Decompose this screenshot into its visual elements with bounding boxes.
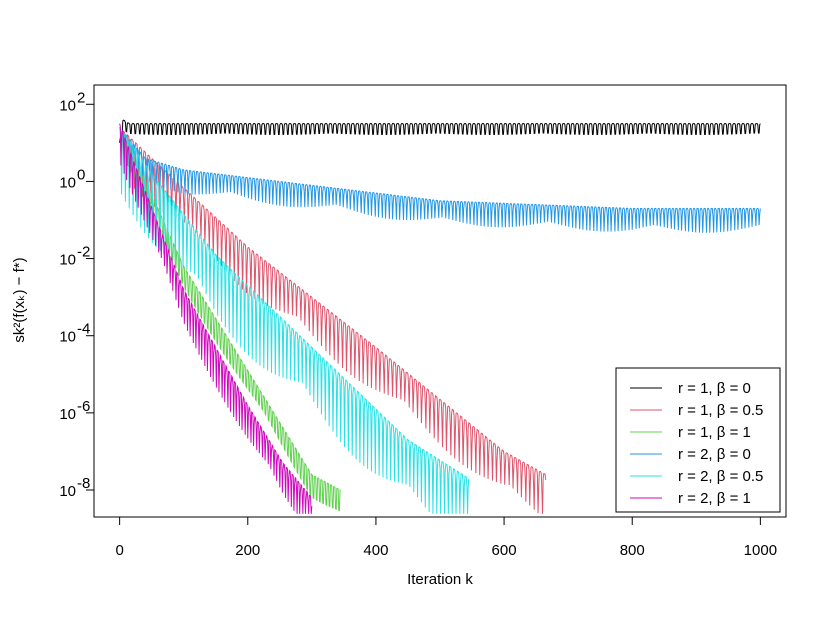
legend-label: r = 1, β = 0 [678, 380, 751, 397]
x-tick-label: 800 [620, 542, 645, 559]
svg-text:-6: -6 [77, 398, 90, 415]
legend-label: r = 1, β = 0.5 [678, 402, 763, 419]
legend-label: r = 2, β = 1 [678, 490, 751, 507]
y-tick-label: 10 -4 [59, 321, 90, 346]
y-tick-label: 10 0 [59, 166, 85, 191]
svg-text:10: 10 [59, 252, 76, 269]
y-axis-title: sk²(f(xₖ) − f*) [11, 257, 28, 342]
svg-text:2: 2 [77, 89, 85, 106]
x-tick-label: 400 [363, 542, 388, 559]
series-line [119, 127, 547, 514]
x-tick-label: 0 [115, 542, 123, 559]
y-tick-label: 10 2 [59, 89, 85, 114]
series-line [119, 123, 313, 514]
y-tick-label: 10 -8 [59, 475, 90, 500]
svg-text:10: 10 [59, 406, 76, 423]
series-line [119, 119, 761, 143]
svg-text:-4: -4 [77, 321, 90, 338]
series-line [119, 127, 470, 514]
svg-text:10: 10 [59, 483, 76, 500]
svg-text:sk²(f(xₖ) − f*): sk²(f(xₖ) − f*) [11, 257, 28, 342]
svg-text:-2: -2 [77, 244, 90, 261]
x-axis-title: Iteration k [407, 571, 473, 588]
x-tick-label: 200 [235, 542, 260, 559]
svg-text:10: 10 [59, 329, 76, 346]
legend-label: r = 2, β = 0.5 [678, 468, 763, 485]
x-tick-label: 600 [492, 542, 517, 559]
legend-box [615, 367, 781, 513]
legend-label: r = 2, β = 0 [678, 446, 751, 463]
svg-text:10: 10 [59, 97, 76, 114]
x-axis: 0 200 400 600 800 1000 [115, 516, 777, 559]
series-group [119, 119, 761, 514]
svg-text:10: 10 [59, 174, 76, 191]
x-tick-label: 1000 [744, 542, 777, 559]
y-tick-label: 10 -6 [59, 398, 90, 423]
svg-text:-8: -8 [77, 475, 90, 492]
svg-text:0: 0 [77, 166, 85, 183]
series-line [119, 127, 761, 233]
legend: r = 1, β = 0 r = 1, β = 0.5 r = 1, β = 1 r … [615, 367, 781, 513]
legend-label: r = 1, β = 1 [678, 424, 751, 441]
y-tick-label: 10 -2 [59, 244, 90, 269]
